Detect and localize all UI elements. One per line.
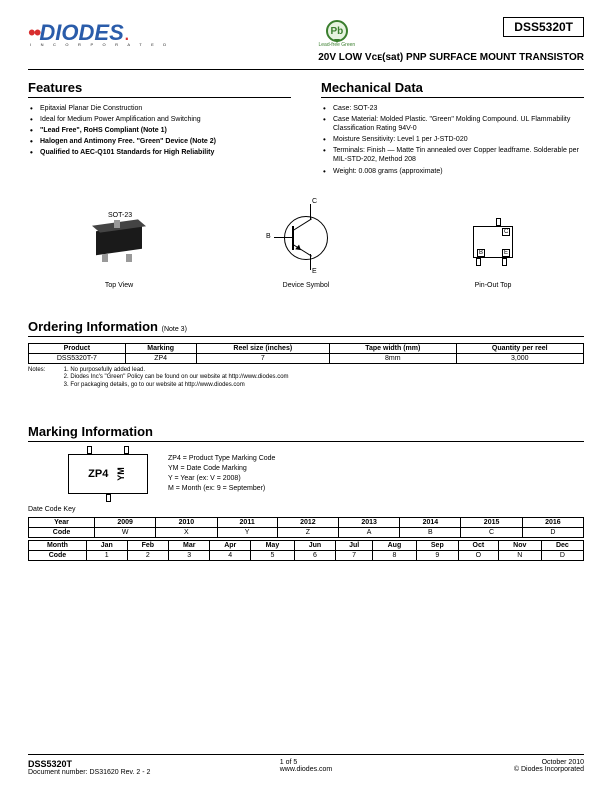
table-header: Reel size (inches) [196,343,330,353]
ordering-table: ProductMarkingReel size (inches)Tape wid… [28,343,584,364]
list-item: Qualified to AEC-Q101 Standards for High… [28,148,291,157]
footer-left: DSS5320T Document number: DS31620 Rev. 2… [28,759,150,776]
mechanical-section: Mechanical Data Case: SOT-23 Case Materia… [321,80,584,178]
pinout-diagram: C B E Pin-Out Top [458,208,528,289]
footer-right: October 2010 © Diodes Incorporated [514,759,584,776]
symbol-diagram: C B E Device Symbol [266,198,346,289]
transistor-symbol-icon: C B E [266,198,346,278]
month-table: MonthJanFebMarAprMayJunJulAugSepOctNovDe… [28,540,584,561]
marking-section: Marking Information ZP4 YM ZP4 = Product… [28,424,584,561]
datecode-label: Date Code Key [28,506,584,513]
ordering-section: Ordering Information (Note 3) ProductMar… [28,319,584,390]
marking-desc: ZP4 = Product Type Marking CodeYM = Date… [168,454,275,493]
header: ••DIODES. I N C O R P O R A T E D Pb Lea… [28,20,584,48]
features-title: Features [28,80,291,98]
list-item: Case Material: Molded Plastic. "Green" M… [321,115,584,133]
features-section: Features Epitaxial Planar Die Constructi… [28,80,291,178]
sot23-icon: SOT-23 [84,208,154,278]
topview-diagram: SOT-23 Top View [84,208,154,289]
table-row: DSS5320T-7ZP478mm3,000 [29,353,584,363]
list-item: Moisture Sensitivity: Level 1 per J-STD-… [321,135,584,144]
features-list: Epitaxial Planar Die Construction Ideal f… [28,104,291,157]
table-header: Tape width (mm) [330,343,456,353]
list-item: Terminals: Finish — Matte Tin annealed o… [321,146,584,164]
subtitle: 20V LOW Vᴄᴇ(sat) PNP SURFACE MOUNT TRANS… [28,52,584,63]
list-item: "Lead Free", RoHS Compliant (Note 1) [28,126,291,135]
divider [28,69,584,70]
table-header: Quantity per reel [456,343,584,353]
ordering-notes: Notes: 1. No purposefully added lead.2. … [28,367,584,390]
table-header: Product [29,343,126,353]
diagrams-row: SOT-23 Top View C B E Device Symbol C B [28,198,584,289]
title-block: DSS5320T [503,20,584,34]
list-item: Ideal for Medium Power Amplification and… [28,115,291,124]
pb-icon: Pb [326,20,348,42]
feature-mechanical-row: Features Epitaxial Planar Die Constructi… [28,80,584,178]
ordering-title: Ordering Information (Note 3) [28,319,584,337]
marking-box: ZP4 YM ZP4 = Product Type Marking CodeYM… [68,454,584,494]
list-item: Case: SOT-23 [321,104,584,113]
list-item: Epitaxial Planar Die Construction [28,104,291,113]
marking-title: Marking Information [28,424,584,442]
pinout-label: Pin-Out Top [458,282,528,289]
logo-subtitle: I N C O R P O R A T E D [30,42,170,47]
logo: ••DIODES. I N C O R P O R A T E D [28,20,170,47]
pinout-icon: C B E [458,208,528,278]
topview-label: Top View [84,282,154,289]
year-table: Year20092010201120122013201420152016 Cod… [28,517,584,538]
list-item: Weight: 0.008 grams (approximate) [321,167,584,176]
part-number: DSS5320T [503,17,584,37]
symbol-label: Device Symbol [266,282,346,289]
mechanical-list: Case: SOT-23 Case Material: Molded Plasti… [321,104,584,176]
footer-center: 1 of 5 www.diodes.com [280,759,333,773]
table-header: Marking [125,343,196,353]
chip-icon: ZP4 YM [68,454,148,494]
list-item: Halogen and Antimony Free. "Green" Devic… [28,137,291,146]
lead-free-badge: Pb Lead-free Green [319,20,356,48]
footer: DSS5320T Document number: DS31620 Rev. 2… [28,754,584,776]
mechanical-title: Mechanical Data [321,80,584,98]
